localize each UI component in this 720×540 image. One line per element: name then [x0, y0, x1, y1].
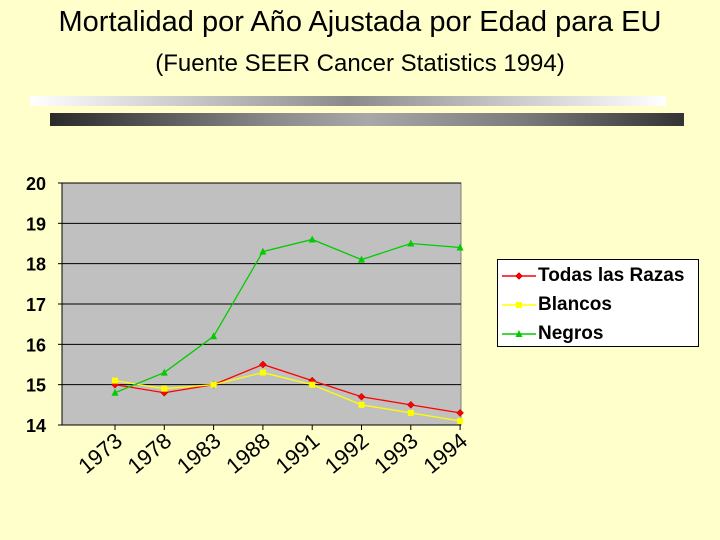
x-tick-label: 1978	[123, 428, 177, 479]
legend-item-blancos: Blancos	[498, 293, 698, 317]
series-line-1	[114, 371, 461, 422]
data-point	[457, 417, 464, 424]
x-tick-label: 1994	[418, 428, 472, 479]
data-point	[160, 368, 168, 376]
data-point	[407, 409, 414, 416]
x-tick-label: 1993	[369, 428, 423, 479]
legend-swatch-negros	[500, 322, 538, 346]
decorative-gradient-bar-top	[30, 96, 666, 106]
data-point	[112, 377, 118, 384]
data-point	[357, 392, 366, 401]
data-point	[259, 360, 267, 369]
data-point	[259, 369, 266, 376]
x-tick-label: 1973	[73, 428, 127, 479]
data-point	[210, 381, 217, 388]
series-group	[111, 235, 464, 424]
series-line-0	[114, 363, 461, 414]
data-point	[406, 400, 415, 409]
data-point	[111, 388, 119, 396]
y-tick-label: 15	[26, 376, 46, 396]
x-tick-label: 1983	[172, 428, 226, 479]
legend-swatch-todas	[500, 264, 538, 288]
data-point	[259, 247, 267, 255]
decorative-gradient-bar-bottom	[50, 113, 684, 126]
legend-label-todas: Todas las Razas	[538, 265, 685, 286]
legend-label-blancos: Blancos	[538, 294, 612, 315]
data-point	[358, 255, 365, 263]
data-point	[407, 239, 415, 247]
page-subtitle: (Fuente SEER Cancer Statistics 1994)	[155, 50, 565, 77]
y-tick-label: 19	[26, 214, 46, 234]
legend: Todas las Razas Blancos Negros	[497, 259, 699, 347]
legend-label-negros: Negros	[538, 323, 604, 344]
y-axis-ticks: 14 15 16 17 18 19 20	[26, 174, 62, 436]
y-tick-label: 18	[26, 255, 46, 275]
x-tick-label: 1988	[221, 428, 275, 479]
legend-swatch-blancos	[500, 293, 538, 317]
page-title: Mortalidad por Año Ajustada por Edad par…	[58, 6, 662, 38]
data-point	[308, 235, 316, 243]
series-line-2	[114, 238, 461, 394]
data-point	[456, 243, 464, 251]
y-tick-label: 16	[26, 335, 46, 355]
data-point	[309, 381, 316, 388]
x-tick-label: 1992	[320, 428, 374, 479]
legend-item-negros: Negros	[498, 322, 698, 346]
gridlines	[62, 182, 461, 386]
y-tick-label: 17	[26, 295, 46, 315]
data-point	[358, 401, 365, 408]
x-tick-label: 1991	[271, 428, 325, 479]
data-point	[161, 385, 168, 392]
data-point	[210, 332, 218, 340]
y-tick-label: 20	[26, 174, 46, 194]
y-tick-label: 14	[26, 416, 46, 436]
legend-item-todas: Todas las Razas	[498, 264, 698, 288]
data-point	[456, 409, 464, 417]
